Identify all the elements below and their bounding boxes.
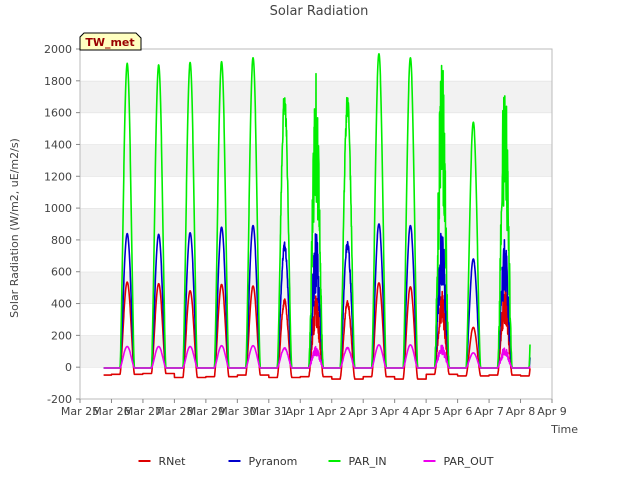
x-tick-label: Mar 28 bbox=[155, 405, 193, 418]
y-tick-label: 1400 bbox=[44, 138, 72, 151]
x-tick-label: Apr 8 bbox=[506, 405, 536, 418]
y-tick-label: -200 bbox=[47, 393, 72, 406]
x-tick-label: Apr 6 bbox=[443, 405, 473, 418]
x-tick-label: Mar 31 bbox=[250, 405, 288, 418]
x-axis-label: Time bbox=[550, 423, 578, 436]
y-tick-label: 200 bbox=[51, 329, 72, 342]
x-tick-label: Mar 25 bbox=[61, 405, 99, 418]
legend-label-rnet: RNet bbox=[159, 455, 187, 468]
x-tick-label: Apr 5 bbox=[411, 405, 441, 418]
x-tick-label: Mar 30 bbox=[218, 405, 256, 418]
x-tick-label: Mar 26 bbox=[92, 405, 130, 418]
x-tick-label: Apr 4 bbox=[380, 405, 410, 418]
x-tick-label: Mar 29 bbox=[187, 405, 225, 418]
legend-label-par-in: PAR_IN bbox=[349, 455, 387, 468]
series-line-par-out bbox=[103, 344, 531, 369]
y-tick-label: 400 bbox=[51, 298, 72, 311]
y-tick-label: 1200 bbox=[44, 170, 72, 183]
series-layer bbox=[103, 52, 531, 380]
y-tick-label: 1000 bbox=[44, 202, 72, 215]
legend-label-par-out: PAR_OUT bbox=[444, 455, 494, 468]
station-label-frame bbox=[79, 32, 142, 51]
grid-band bbox=[80, 367, 552, 399]
station-label-box: TW_met bbox=[79, 32, 142, 51]
legend: RNet Pyranom PAR_IN PAR_OUT bbox=[138, 455, 494, 468]
plot-frame bbox=[79, 48, 553, 400]
y-tick-label: 600 bbox=[51, 266, 72, 279]
series-line-rnet bbox=[103, 281, 531, 380]
y-tick-label: 0 bbox=[65, 361, 72, 374]
x-tick-label: Apr 9 bbox=[537, 405, 567, 418]
chart-title: Solar Radiation bbox=[270, 4, 369, 19]
legend-label-pyranom: Pyranom bbox=[249, 455, 298, 468]
y-tick-label: 1600 bbox=[44, 107, 72, 120]
x-tick-label: Mar 27 bbox=[124, 405, 162, 418]
x-tick-label: Apr 1 bbox=[286, 405, 316, 418]
y-axis-label: Solar Radiation (W/m2, uE/m2/s) bbox=[8, 138, 21, 318]
y-tick-label: 2000 bbox=[44, 43, 72, 56]
x-tick-label: Apr 2 bbox=[317, 405, 347, 418]
y-axis: -200 0 200 400 600 800 1000 1200 1400 1600 1800 200… bbox=[44, 43, 80, 406]
x-tick-label: Apr 3 bbox=[348, 405, 378, 418]
x-tick-label: Apr 7 bbox=[474, 405, 504, 418]
y-tick-label: 800 bbox=[51, 234, 72, 247]
station-label: TW_met bbox=[85, 36, 134, 49]
y-tick-label: 1800 bbox=[44, 75, 72, 88]
